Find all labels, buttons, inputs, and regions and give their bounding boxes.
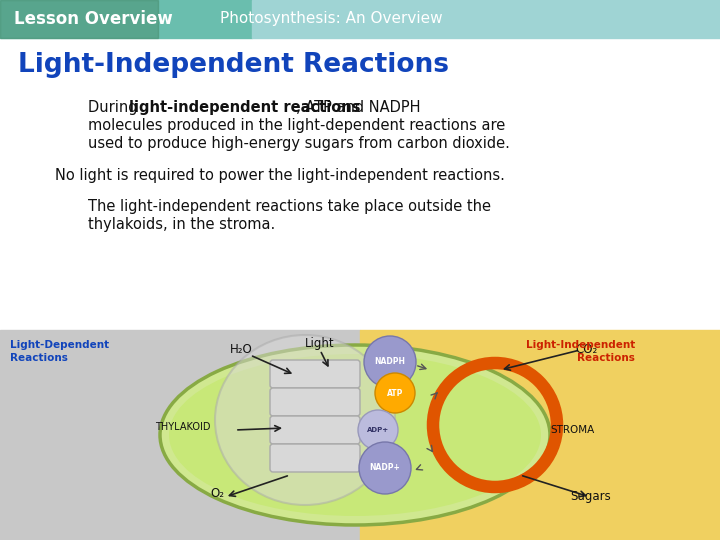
Text: , ATP and NADPH: , ATP and NADPH — [297, 100, 421, 115]
Text: Sugars: Sugars — [570, 490, 611, 503]
Text: NADPH: NADPH — [374, 357, 405, 367]
Text: CO₂: CO₂ — [575, 343, 598, 356]
Text: thylakoids, in the stroma.: thylakoids, in the stroma. — [88, 217, 275, 232]
Text: STROMA: STROMA — [550, 425, 594, 435]
Text: Light: Light — [305, 337, 335, 350]
Text: ATP: ATP — [387, 388, 403, 397]
Bar — [252, 0, 720, 38]
FancyBboxPatch shape — [270, 360, 360, 388]
Text: THYLAKOID: THYLAKOID — [155, 422, 210, 432]
Circle shape — [364, 336, 416, 388]
Text: H₂O: H₂O — [230, 343, 253, 356]
Circle shape — [375, 373, 415, 413]
Text: Lesson Overview: Lesson Overview — [14, 10, 173, 28]
Text: NADP+: NADP+ — [369, 463, 400, 472]
Text: ADP+: ADP+ — [367, 427, 389, 433]
Text: used to produce high-energy sugars from carbon dioxide.: used to produce high-energy sugars from … — [88, 136, 510, 151]
Bar — [0, 330, 360, 540]
Bar — [0, 0, 252, 38]
Ellipse shape — [215, 335, 395, 505]
Bar — [360, 330, 720, 540]
Text: O₂: O₂ — [210, 487, 224, 500]
Text: During: During — [88, 100, 142, 115]
Text: No light is required to power the light-independent reactions.: No light is required to power the light-… — [55, 168, 505, 184]
FancyBboxPatch shape — [270, 416, 360, 444]
FancyBboxPatch shape — [270, 388, 360, 416]
Text: The light-independent reactions take place outside the: The light-independent reactions take pla… — [88, 199, 491, 214]
FancyBboxPatch shape — [270, 444, 360, 472]
Circle shape — [359, 442, 411, 494]
Text: Photosynthesis: An Overview: Photosynthesis: An Overview — [220, 11, 443, 26]
Text: Light-Dependent
Reactions: Light-Dependent Reactions — [10, 340, 109, 363]
Ellipse shape — [169, 354, 541, 516]
Text: light-independent reactions: light-independent reactions — [129, 100, 361, 115]
Text: Light-Independent Reactions: Light-Independent Reactions — [18, 52, 449, 78]
Circle shape — [358, 410, 398, 450]
Text: Light-Independent
Reactions: Light-Independent Reactions — [526, 340, 635, 363]
Text: molecules produced in the light-dependent reactions are: molecules produced in the light-dependen… — [88, 118, 505, 133]
Ellipse shape — [160, 345, 550, 525]
Bar — [0, 0, 158, 38]
